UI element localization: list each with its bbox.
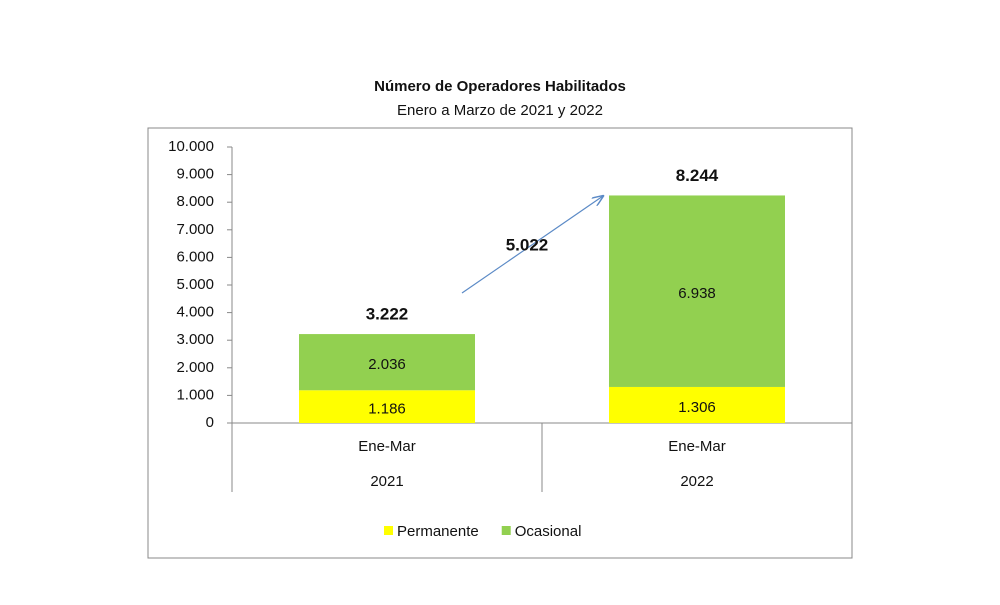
y-tick-label: 0: [206, 414, 214, 431]
total-label: 8.244: [676, 166, 719, 185]
bar-segment: [299, 334, 475, 391]
legend-label: Ocasional: [515, 523, 582, 540]
total-label: 3.222: [366, 305, 409, 324]
legend-label: Permanente: [397, 523, 479, 540]
legend-swatch: [501, 526, 511, 535]
chart-frame: [147, 127, 853, 559]
y-tick-label: 7.000: [176, 221, 214, 238]
value-label: 1.306: [678, 399, 716, 416]
y-tick-label: 9.000: [176, 166, 214, 183]
y-tick-label: 4.000: [176, 304, 214, 321]
x-tick-label: 2021: [370, 473, 403, 490]
chart-subtitle: Enero a Marzo de 2021 y 2022: [397, 102, 603, 119]
y-tick-label: 8.000: [176, 193, 214, 210]
value-label: 2.036: [368, 356, 406, 373]
x-tick-label: Ene-Mar: [358, 438, 416, 455]
bar-segment: [609, 195, 785, 387]
y-tick-label: 6.000: [176, 248, 214, 265]
annotation: 5.022: [506, 235, 549, 254]
legend-swatch: [384, 526, 393, 535]
y-tick-label: 1.000: [176, 386, 214, 403]
bar-segment: [609, 386, 785, 423]
value-label: 1.186: [368, 401, 406, 418]
chart-title: Número de Operadores Habilitados: [374, 78, 626, 95]
value-label: 6.938: [678, 285, 716, 302]
bar-segment: [299, 390, 475, 423]
y-tick-label: 5.000: [176, 276, 214, 293]
x-tick-label: Ene-Mar: [668, 438, 726, 455]
arrow: [461, 196, 603, 294]
y-tick-label: 2.000: [176, 359, 214, 376]
y-tick-label: 3.000: [176, 331, 214, 348]
y-tick-label: 10.000: [168, 138, 214, 155]
x-tick-label: 2022: [680, 473, 713, 490]
